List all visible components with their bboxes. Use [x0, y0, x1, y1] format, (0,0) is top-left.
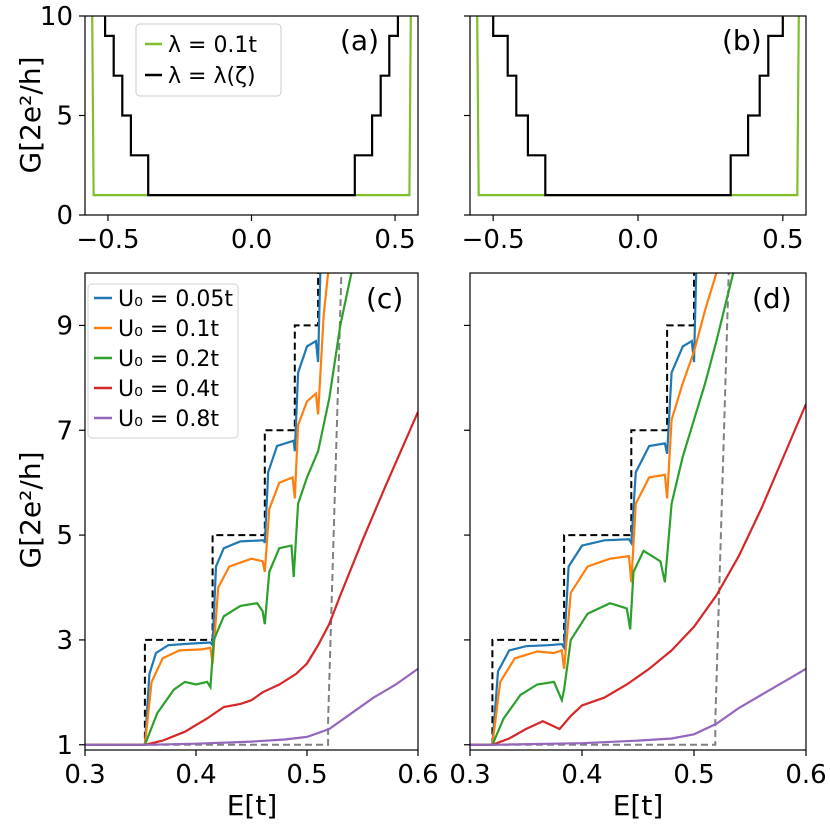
series-line-a-- — [103, 16, 399, 197]
panel-b-label: (b) — [722, 24, 762, 57]
series-line-c-grey-ref — [85, 273, 343, 746]
panel-d-frame — [469, 272, 807, 751]
y-tick-label: 5 — [56, 521, 73, 551]
series-line-c-u-0-05t — [85, 273, 322, 746]
x-tick-label: 0.6 — [785, 760, 826, 790]
x-tick-label: 0.3 — [449, 760, 490, 790]
x-tick-label: 0.6 — [397, 760, 438, 790]
series-line-d-u-0-05t — [470, 273, 698, 746]
legend-a: λ = 0.1t λ = λ(ζ) — [135, 23, 282, 97]
legend-a-text-1: λ = 0.1t — [168, 33, 257, 58]
x-tick-label: 0.0 — [231, 225, 272, 255]
x-tick-label: 0.5 — [374, 225, 415, 255]
panel-c: 0.3 0.4 0.5 0.6 1 3 5 7 9 (c) U₀ = 0.05t U₀ = 0.1… — [14, 272, 439, 822]
x-tick-label: 0.3 — [64, 760, 105, 790]
xlabel-c: E[t] — [227, 789, 278, 822]
series-line-d-u-0-2t — [470, 273, 735, 746]
legend-c-text: U₀ = 0.05t — [118, 287, 233, 312]
x-tick-label: 0.5 — [762, 225, 803, 255]
y-tick-label: 5 — [56, 102, 73, 132]
x-tick-label: −0.5 — [76, 225, 139, 255]
panel-b: −0.5 0.0 0.5 (b) — [462, 15, 807, 255]
series-line-b-- — [492, 16, 784, 197]
y-tick-label: 7 — [56, 416, 73, 446]
series-line-c-u-0-2t — [85, 273, 353, 746]
panel-c-label: (c) — [366, 282, 403, 315]
panel-d: 0.3 0.4 0.5 0.6 (d) E[t] — [449, 272, 827, 822]
legend-a-text-2: λ = λ(ζ) — [168, 64, 256, 89]
x-tick-label: 0.4 — [175, 760, 216, 790]
legend-c-text: U₀ = 0.8t — [118, 407, 219, 432]
series-line-d-u-0-4t — [470, 403, 806, 746]
x-tick-label: 0.5 — [673, 760, 714, 790]
legend-c: U₀ = 0.05t U₀ = 0.1t U₀ = 0.2t U₀ = 0.4t U₀ … — [87, 283, 239, 439]
x-tick-label: 0.0 — [617, 225, 658, 255]
x-tick-label: 0.5 — [286, 760, 327, 790]
legend-c-text: U₀ = 0.2t — [118, 347, 219, 372]
series-line-c-u-0-8t — [85, 667, 418, 746]
ylabel-top: G[2e²/h] — [14, 57, 47, 174]
legend-c-text: U₀ = 0.1t — [118, 317, 219, 342]
xlabel-d: E[t] — [613, 789, 664, 822]
y-tick-label: 0 — [56, 201, 73, 231]
panel-c-frame — [84, 272, 419, 751]
panel-a-label: (a) — [340, 24, 379, 57]
series-line-d-u-0-8t — [470, 667, 806, 746]
y-tick-label: 1 — [56, 731, 73, 761]
x-tick-label: −0.5 — [462, 225, 525, 255]
y-tick-label: 9 — [56, 311, 73, 341]
series-line-d-grey-ref — [470, 273, 730, 746]
panel-d-label: (d) — [752, 282, 792, 315]
series-line-c-u-0-1t — [85, 273, 330, 746]
ylabel-bottom: G[2e²/h] — [14, 452, 47, 569]
series-line-d-clean — [470, 273, 695, 746]
y-tick-label: 10 — [40, 2, 73, 32]
y-tick-label: 3 — [56, 626, 73, 656]
x-tick-label: 0.4 — [561, 760, 602, 790]
series-line-c-u-0-4t — [85, 411, 418, 746]
series-line-d-u-0-1t — [470, 273, 718, 746]
panel-a: −0.5 0.0 0.5 0 5 10 (a) λ = 0.1t λ = λ(ζ) G[2… — [14, 2, 419, 255]
legend-c-text: U₀ = 0.4t — [118, 377, 219, 402]
